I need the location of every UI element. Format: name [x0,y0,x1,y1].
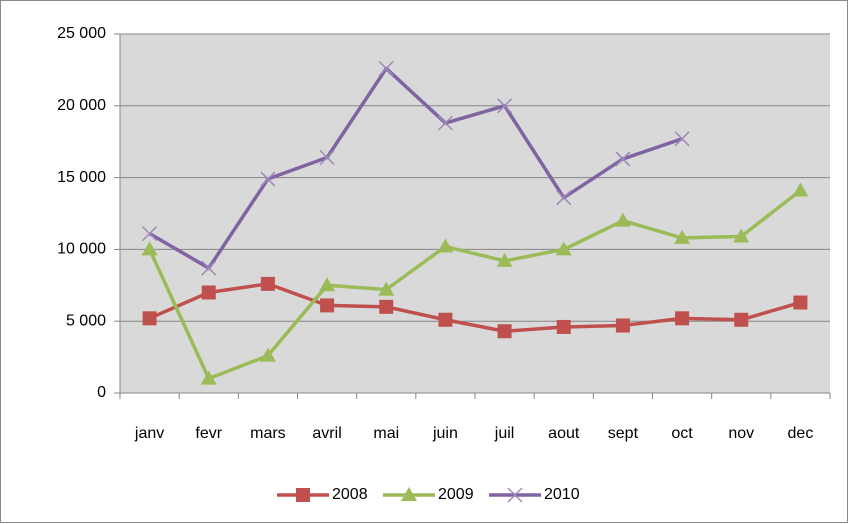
legend-marker [401,487,417,501]
marker [260,171,276,187]
marker [438,312,453,327]
marker [496,252,513,267]
legend-marker [507,487,523,503]
marker [792,182,809,197]
x-tick-label: mai [373,425,399,442]
x-tick-label: dec [788,425,814,442]
legend-label: 2009 [438,486,474,503]
x-tick-label: nov [728,425,754,442]
x-tick-label: sept [608,425,639,442]
marker [615,318,630,333]
series-line [148,282,801,334]
x-tick-label: aout [548,425,580,442]
marker [555,241,572,256]
marker [142,226,158,242]
x-tick-label: juin [432,425,458,442]
marker [320,298,335,313]
y-tick-label: 10 000 [57,241,106,258]
marker [201,260,217,276]
legend-marker [296,488,310,502]
y-tick-label: 20 000 [57,97,106,114]
x-tick-label: janv [134,425,164,442]
x-tick-label: oct [671,425,693,442]
marker [141,241,158,256]
marker [437,115,453,131]
legend-label: 2010 [544,486,580,503]
series-line [148,66,683,270]
marker [378,281,395,296]
marker [734,312,749,327]
marker [793,295,808,310]
marker [674,131,690,147]
marker [437,238,454,253]
marker [674,229,691,244]
marker [200,370,217,385]
x-tick-label: avril [312,425,341,442]
legend-label: 2008 [332,486,368,503]
marker [260,276,275,291]
x-tick-label: fevr [195,425,222,442]
marker [378,60,394,76]
marker [497,98,513,114]
marker [733,228,750,243]
y-tick-label: 25 000 [57,25,106,42]
marker [556,190,572,206]
plot-area [120,34,830,393]
marker [319,149,335,166]
marker [319,277,336,292]
y-tick-label: 15 000 [57,169,106,186]
marker [497,324,512,339]
marker [259,347,276,362]
x-tick-label: mars [250,425,286,442]
marker [556,319,571,334]
x-tick-label: juil [494,425,515,442]
marker [675,311,690,326]
y-tick-label: 0 [97,384,106,401]
y-tick-label: 5 000 [66,312,106,329]
marker [379,299,394,314]
marker [142,311,157,326]
marker [201,285,216,300]
marker [615,151,631,167]
series-line [147,189,802,381]
marker [614,212,631,227]
